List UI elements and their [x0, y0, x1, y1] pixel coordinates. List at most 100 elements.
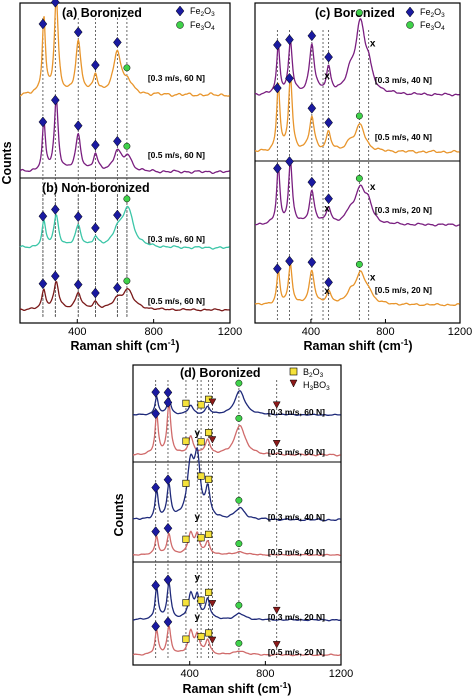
fe2o3-marker-d-0-1 [163, 387, 173, 398]
b2o3-marker-3-2 [205, 530, 213, 538]
fe2o3-marker-c-0-2 [307, 30, 317, 42]
fe2o3-marker-c-2-1 [285, 156, 294, 167]
fe2o3-marker-b-0-4 [113, 209, 122, 221]
fe3o4-marker-c-2-0 [355, 174, 363, 182]
y-axis-label-d: Counts [112, 493, 126, 536]
fe2o3-marker-c-3-0 [273, 263, 282, 275]
fe2o3-marker-d-2-1 [163, 474, 173, 486]
b2o3-marker-2-2 [205, 475, 213, 483]
legend-fe2o3-label-c: Fe2O3 [420, 7, 445, 19]
condition-label-c-4: [0.5 m/s, 20 N] [375, 285, 432, 295]
fe2o3-marker-b-0-3 [91, 222, 100, 234]
condition-label-d-6: [0.5 m/s, 20 N] [268, 647, 325, 657]
fe3o4-marker-d-5-0 [235, 639, 243, 647]
x-annotation-2-1: x [370, 182, 376, 193]
fe3o4-marker-c-0-0 [355, 9, 363, 17]
spectrum-line-a-2 [19, 98, 230, 175]
fe3o4-marker-d-4-0 [235, 601, 243, 609]
fe3o4-marker-d-0-0 [235, 379, 243, 387]
condition-label-c-2: [0.5 m/s, 40 N] [375, 132, 432, 142]
fe2o3-marker-b-1-1 [50, 270, 60, 282]
spectrum-line-d-6 [132, 624, 341, 657]
fe2o3-marker-a-0-1 [50, 0, 60, 8]
fe3o4-marker-a-0-0 [123, 64, 131, 72]
fe2o3-marker-a-1-2 [73, 120, 83, 132]
h3bo3-marker-0-1 [272, 401, 281, 409]
fe2o3-marker-b-1-0 [38, 278, 48, 290]
h3bo3-marker-5-1 [272, 641, 281, 649]
fe2o3-marker-a-1-4 [113, 135, 122, 147]
fe3o4-marker-b-1-0 [123, 277, 131, 285]
fe3o4-marker-a-1-0 [123, 142, 131, 150]
b2o3-marker-4-2 [205, 588, 213, 596]
condition-label-b-1: [0.3 m/s, 60 N] [148, 234, 205, 244]
condition-label-a-2: [0.5 m/s, 60 N] [148, 150, 205, 160]
x-tick-label-d-0: 400 [181, 668, 199, 680]
x-annotation-0-1: x [370, 38, 376, 49]
y-annotation-2-0: y [195, 428, 201, 439]
spectrum-line-c-2 [254, 75, 460, 154]
fe2o3-marker-c-0-0 [273, 39, 282, 51]
panel-d-title: (d) Boronized [180, 366, 261, 380]
fe2o3-marker-d-1-0 [151, 408, 161, 420]
legend-fe3o4-label: Fe3O4 [190, 20, 215, 32]
fe2o3-marker-a-0-4 [113, 36, 122, 48]
legend-fe2o3-marker-c [405, 6, 415, 18]
condition-label-d-3: [0.3 m/s, 40 N] [268, 512, 325, 522]
fe2o3-marker-d-3-0 [151, 526, 161, 537]
fe2o3-marker-c-2-2 [307, 176, 317, 188]
h3bo3-marker-1-0 [208, 436, 217, 444]
b2o3-marker-1-0 [182, 437, 190, 445]
fe2o3-marker-a-1-3 [91, 139, 100, 151]
b2o3-marker-5-0 [182, 635, 190, 643]
spectrum-line-b-2 [19, 280, 230, 312]
fe2o3-marker-c-1-1 [285, 72, 294, 84]
legend-b2o3-marker [289, 367, 298, 376]
b2o3-marker-0-0 [182, 399, 190, 407]
condition-label-d-5: [0.3 m/s, 20 N] [268, 612, 325, 622]
condition-label-c-3: [0.3 m/s, 20 N] [375, 205, 432, 215]
fe2o3-marker-a-1-0 [38, 116, 48, 128]
b2o3-marker-0-1 [197, 401, 205, 409]
fe2o3-marker-c-3-2 [307, 256, 317, 268]
fe2o3-marker-d-4-0 [151, 580, 161, 591]
chart-marks: [0.3 m/s, 60 N] [0.5 m/s, 60 N] [0.3 m/s, … [19, 0, 472, 680]
panel-b-title: (b) Non-boronized [42, 181, 150, 195]
legend-b2o3-label: B2O3 [303, 367, 324, 379]
legend-panel-c: Fe2O3 Fe3O4 [405, 6, 445, 32]
h3bo3-marker-1-1 [272, 440, 281, 448]
panel-c-title: (c) Boronized [315, 6, 395, 20]
panel-a-frame [19, 2, 231, 324]
fe2o3-marker-b-1-2 [73, 279, 83, 291]
x-annotation-3-0: x [324, 286, 330, 297]
x-annotation-3-1: x [370, 272, 376, 283]
b2o3-marker-2-0 [182, 479, 190, 487]
fe3o4-marker-c-1-0 [355, 112, 363, 120]
legend-h3bo3-label: H3BO3 [303, 380, 330, 392]
b2o3-marker-5-1 [197, 632, 205, 640]
spectrum-line-c-1 [254, 18, 460, 97]
fe2o3-marker-c-2-3 [324, 193, 333, 205]
x-annotation-0-0: x [324, 71, 330, 82]
fe2o3-marker-b-1-3 [91, 287, 100, 299]
fe3o4-marker-d-3-0 [235, 540, 243, 548]
x-axis-label-d: Raman shift (cm-1) [183, 680, 292, 696]
fe2o3-marker-b-0-2 [73, 211, 83, 223]
fe2o3-marker-d-0-0 [151, 386, 161, 398]
b2o3-marker-5-2 [205, 629, 213, 637]
spectrum-line-d-4 [132, 530, 341, 557]
fe2o3-marker-c-0-1 [285, 34, 294, 46]
fe2o3-marker-d-5-1 [163, 616, 173, 628]
legend-h3bo3-marker [289, 379, 298, 388]
b2o3-marker-4-0 [182, 599, 190, 607]
legend-fe2o3-label: Fe2O3 [190, 6, 215, 18]
x-tick-label-b-0: 400 [68, 326, 86, 338]
h3bo3-marker-4-0 [208, 600, 217, 608]
x-tick-label-b-1: 800 [144, 326, 162, 338]
legend-fe2o3-marker [175, 5, 185, 17]
fe3o4-marker-d-2-0 [235, 496, 243, 504]
panel-a-title: (a) Boronized [62, 6, 142, 20]
x-tick-label-c-0: 400 [302, 326, 320, 338]
legend-fe3o4-marker-c [406, 21, 414, 29]
x-tick-label-c-1: 800 [376, 326, 394, 338]
